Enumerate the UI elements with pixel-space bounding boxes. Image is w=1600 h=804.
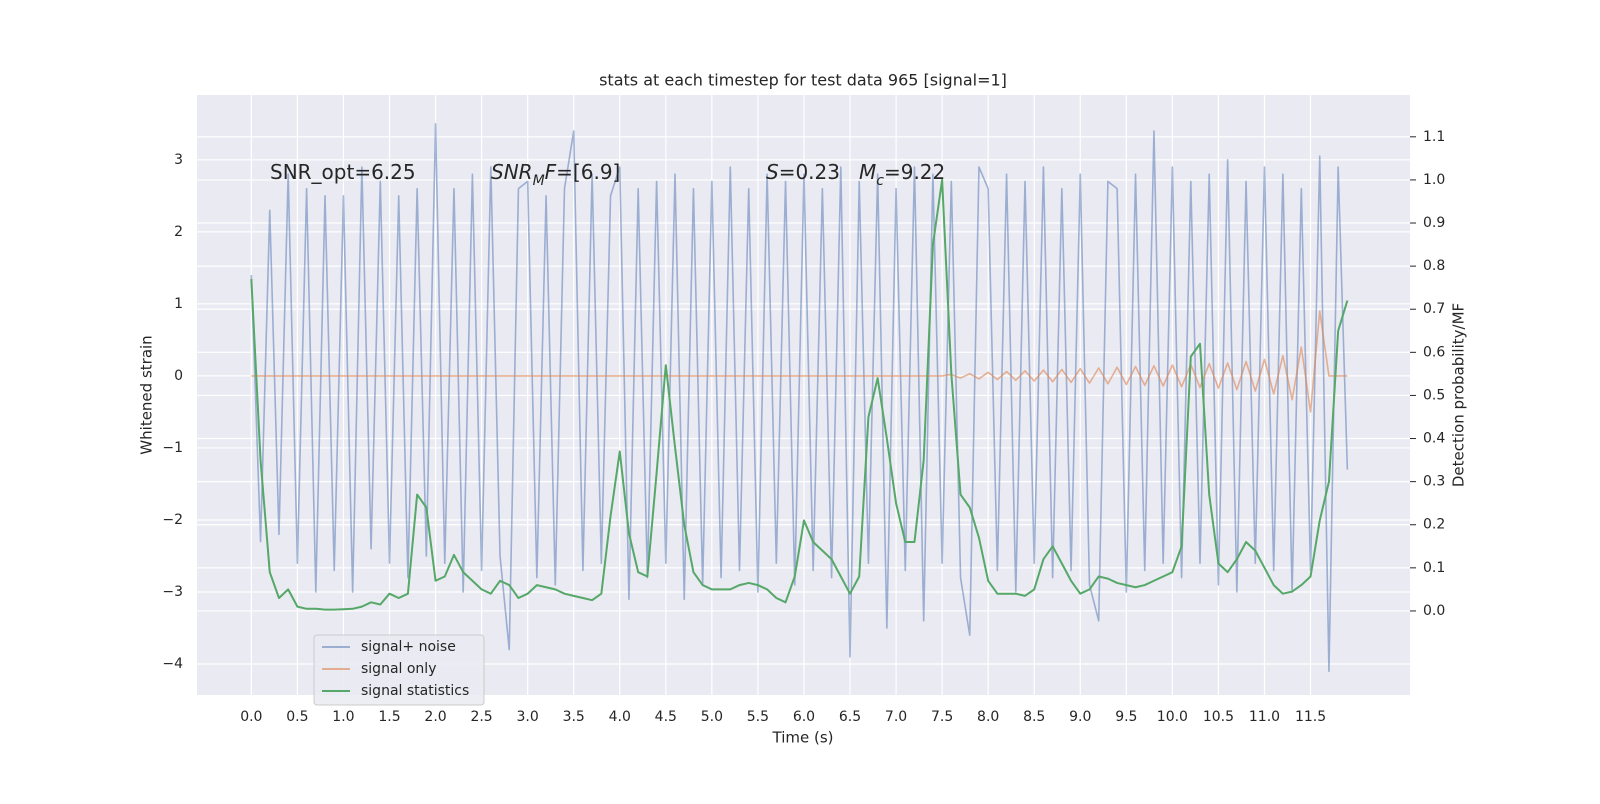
annotation-part: =0.23 [779,160,840,184]
chart-title: stats at each timestep for test data 965… [599,71,1007,90]
x-tick-label: 2.0 [424,709,446,725]
x-tick-label: 7.0 [885,709,907,725]
y-tick-label: −3 [162,584,183,600]
y2-tick-label: 0.5 [1423,387,1445,403]
series-line [250,178,1349,611]
x-tick-label: 3.5 [563,709,585,725]
legend-label: signal+ noise [361,639,456,655]
x-tick-label: 5.5 [747,709,769,725]
annotation-part: M [533,173,545,189]
y2-tick-label: 0.7 [1423,301,1445,317]
x-tick-label: 10.5 [1203,709,1234,725]
x-tick-label: 10.0 [1157,709,1188,725]
y-tick-label: −1 [162,440,183,456]
x-tick-label: 5.0 [701,709,723,725]
legend-box [313,634,485,706]
series-line [250,123,1349,673]
annotation-part: M [859,160,876,184]
y-tick-label: 1 [174,296,183,312]
y-tick-label: 0 [174,368,183,384]
annotation: S=0.23 [766,160,840,184]
x-tick-label: 9.0 [1069,709,1091,725]
x-tick-label: 0.5 [286,709,308,725]
y2-tick-label: 0.1 [1423,560,1445,576]
x-tick-label: 8.5 [1023,709,1045,725]
series-layer [250,123,1349,673]
x-tick-label: 4.5 [655,709,677,725]
x-tick-label: 2.5 [470,709,492,725]
y2-tick-label: 1.1 [1423,129,1445,145]
annotation-part: =[6.9] [556,160,620,184]
x-tick-label: 11.0 [1249,709,1280,725]
x-tick-label: 1.5 [378,709,400,725]
x-tick-label: 7.5 [931,709,953,725]
y2-tick-label: 0.9 [1423,215,1445,231]
x-tick-label: 8.0 [977,709,999,725]
x-tick-label: 4.0 [609,709,631,725]
y2-tick-label: 1.0 [1423,172,1445,188]
y2-tick-label: 0.8 [1423,258,1445,274]
annotations: SNR_opt=6.25 SNRMF=[6.9] S=0.23 Mc=9.22 [270,160,945,190]
y2-tick-label: 0.6 [1423,344,1445,360]
legend-label: signal statistics [361,683,469,699]
x-tick-label: 6.5 [839,709,861,725]
annotation-part: SNR [491,160,533,184]
y2-axis-label: Detection probability/MF [1450,303,1468,487]
y2-tick-label: 0.4 [1423,431,1445,447]
y2-tick-label: 0.2 [1423,517,1445,533]
x-tick-label: 9.5 [1115,709,1137,725]
series-line [251,310,1348,413]
y-tick-label: −4 [162,656,183,672]
x-tick-label: 11.5 [1295,709,1326,725]
x-axis-label: Time (s) [772,729,834,747]
annotation-part: S [766,160,779,184]
x-tick-label: 3.0 [517,709,539,725]
annotation-part: SNR_opt=6.25 [270,160,416,184]
x-tick-label: 6.0 [793,709,815,725]
y2-tick-label: 0.3 [1423,474,1445,490]
annotation-part: F [545,160,557,184]
x-tick-label: 0.0 [240,709,262,725]
annotation-part: c [876,173,884,189]
y-tick-label: −2 [162,512,183,528]
annotation-part: =9.22 [884,160,945,184]
y-axis-label: Whitened strain [138,335,156,454]
annotation: SNR_opt=6.25 [270,160,416,184]
annotation: SNRMF=[6.9] [491,160,620,190]
y2-tick-label: 0.0 [1423,603,1445,619]
y-tick-label: 3 [174,152,183,168]
y-tick-label: 2 [174,224,183,240]
legend: signal+ noise signal only signal statistic… [313,634,485,706]
legend-label: signal only [361,661,436,677]
x-tick-label: 1.0 [332,709,354,725]
ticks: 0.0 0.5 1.0 1.5 2.0 2.5 3.0 3.5 4.0 4.5 5.0 5.5 6.0 6… [162,129,1445,725]
annotation: Mc=9.22 [859,160,945,190]
